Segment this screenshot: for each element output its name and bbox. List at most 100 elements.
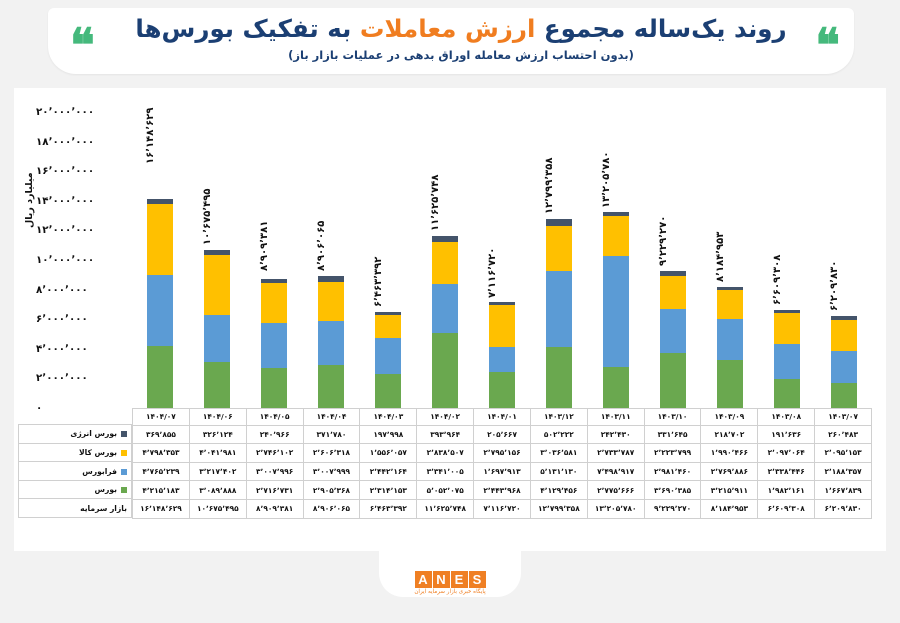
bar-segment[interactable]	[261, 282, 288, 324]
bar-group[interactable]: ۱۳٬۲۰۵٬۷۸۰	[588, 112, 644, 408]
table-cell: ۴٬۰۴۱٬۹۸۱	[188, 443, 247, 463]
stacked-bar[interactable]	[261, 279, 288, 408]
bar-chart-plot: ۶٬۲۰۹٬۸۳۰ ۶٬۶۰۹٬۳۰۸ ۸٬۱۸۴٬۹۵۳ ۹٬۲۲۹٬۲۷۰ ۱۳٬۲…	[132, 108, 872, 408]
legend-row-series: بورس انرژی	[18, 424, 132, 444]
bar-segment[interactable]	[261, 323, 288, 368]
title-suffix: به تفکیک بورس‌ها	[135, 14, 360, 43]
bar-group[interactable]: ۸٬۱۸۴٬۹۵۳	[702, 112, 758, 408]
bar-group[interactable]: ۶٬۶۰۹٬۳۰۸	[759, 112, 815, 408]
data-table: ۱۴۰۳/۰۷ ۱۴۰۳/۰۸ ۱۴۰۳/۰۹ ۱۴۰۳/۱۰ ۱۴۰۳/۱۱ ۱۴۰۳/…	[132, 408, 872, 519]
bar-segment[interactable]	[432, 235, 459, 242]
bar-segment[interactable]	[545, 218, 572, 227]
bar-segment[interactable]	[545, 270, 572, 347]
bar-segment[interactable]	[318, 365, 345, 408]
stacked-bar[interactable]	[489, 302, 515, 408]
bar-group[interactable]: ۸٬۹۰۶٬۰۶۵	[303, 112, 359, 408]
bar-segment[interactable]	[432, 333, 459, 408]
bar-segment[interactable]	[489, 302, 515, 306]
stacked-bar[interactable]	[545, 218, 572, 408]
bar-segment[interactable]	[204, 250, 231, 255]
bar-group[interactable]: ۱۲٬۷۹۹٬۳۵۸	[531, 112, 587, 408]
table-row: ۲٬۱۸۸٬۳۵۷ ۲٬۳۳۸٬۴۴۶ ۲٬۷۶۹٬۸۸۶ ۲٬۹۸۱٬۴۶۰ ۷٬۴۹…	[132, 461, 872, 482]
bar-segment[interactable]	[830, 316, 857, 320]
bar-group[interactable]: ۶٬۴۶۳٬۳۹۲	[360, 112, 416, 408]
bar-segment[interactable]	[659, 271, 686, 277]
bar-segment[interactable]	[830, 350, 857, 384]
bar-group[interactable]: ۷٬۱۱۶٬۷۲۰	[474, 112, 530, 408]
bar-segment[interactable]	[147, 198, 174, 205]
bar-segment[interactable]	[773, 378, 800, 408]
bar-segment[interactable]	[432, 283, 459, 334]
logo-plate	[379, 551, 521, 597]
bar-segment[interactable]	[432, 241, 459, 284]
table-cell: ۱۶٬۱۴۸٬۶۲۹	[132, 498, 190, 519]
bar-segment[interactable]	[489, 346, 515, 372]
stacked-bar[interactable]	[147, 198, 174, 408]
bar-segment[interactable]	[773, 310, 800, 314]
bar-segment[interactable]	[147, 345, 174, 408]
bar-total-label: ۱۶٬۱۴۸٬۶۲۹	[145, 107, 157, 165]
bar-segment[interactable]	[602, 366, 629, 408]
bar-segment[interactable]	[204, 254, 231, 315]
bar-segment[interactable]	[261, 279, 288, 283]
table-cell: ۲٬۷۳۳٬۷۸۷	[586, 443, 645, 463]
stacked-bar[interactable]	[716, 286, 743, 408]
stacked-bar[interactable]	[375, 311, 402, 408]
bar-group[interactable]: ۶٬۲۰۹٬۸۳۰	[816, 112, 872, 408]
bar-segment[interactable]	[147, 204, 174, 276]
bar-segment[interactable]	[489, 371, 515, 408]
bar-segment[interactable]	[602, 211, 629, 216]
bar-segment[interactable]	[773, 344, 800, 379]
table-cell: ۲٬۹۰۵٬۳۶۸	[302, 480, 361, 500]
table-header-month: ۱۴۰۳/۱۲	[529, 408, 588, 426]
bar-segment[interactable]	[716, 289, 743, 320]
bar-segment[interactable]	[318, 320, 345, 366]
y-axis-tick: ۲٬۰۰۰٬۰۰۰	[36, 372, 88, 385]
bar-group[interactable]: ۱۶٬۱۴۸٬۶۲۹	[132, 108, 188, 408]
bar-segment[interactable]	[659, 309, 686, 354]
bar-group[interactable]: ۱۰٬۶۷۵٬۴۹۵	[189, 112, 245, 408]
table-cell: ۱۹۷٬۹۹۸	[359, 424, 418, 445]
bar-segment[interactable]	[375, 373, 402, 408]
stacked-bar[interactable]	[432, 235, 459, 408]
bar-segment[interactable]	[602, 255, 629, 367]
stacked-bar[interactable]	[773, 310, 800, 408]
table-cell: ۳٬۲۱۵٬۹۱۱	[700, 480, 759, 500]
bar-segment[interactable]	[318, 276, 345, 282]
logo-letter: N	[432, 571, 450, 588]
stacked-bar[interactable]	[830, 316, 857, 408]
bar-segment[interactable]	[830, 319, 857, 351]
bar-segment[interactable]	[602, 215, 629, 256]
table-header-month: ۱۴۰۴/۰۳	[359, 408, 418, 426]
bar-segment[interactable]	[261, 367, 288, 408]
stacked-bar[interactable]	[318, 276, 345, 408]
legend-label: فرابورس	[82, 466, 117, 476]
bar-segment[interactable]	[318, 281, 345, 321]
table-header-month: ۱۴۰۳/۰۷	[814, 408, 872, 426]
bar-group[interactable]: ۸٬۹۰۹٬۳۸۱	[246, 112, 302, 408]
stacked-bar[interactable]	[602, 211, 629, 408]
quote-close-icon: ❝	[70, 18, 95, 72]
bar-segment[interactable]	[773, 313, 800, 345]
bar-segment[interactable]	[375, 314, 402, 338]
bar-group[interactable]: ۱۱٬۶۲۵٬۷۴۸	[417, 112, 473, 408]
bar-segment[interactable]	[545, 346, 572, 408]
bar-segment[interactable]	[545, 226, 572, 271]
bar-segment[interactable]	[375, 337, 402, 374]
bar-segment[interactable]	[716, 319, 743, 361]
bar-segment[interactable]	[489, 305, 515, 347]
bar-segment[interactable]	[659, 353, 686, 408]
bar-segment[interactable]	[716, 360, 743, 408]
y-axis-tick: ۲۰٬۰۰۰٬۰۰۰	[36, 106, 95, 118]
bar-segment[interactable]	[659, 276, 686, 310]
bar-segment[interactable]	[830, 383, 857, 408]
bar-segment[interactable]	[716, 286, 743, 290]
stacked-bar[interactable]	[204, 250, 231, 408]
bar-segment[interactable]	[204, 314, 231, 363]
bar-segment[interactable]	[147, 275, 174, 346]
bar-segment[interactable]	[204, 362, 231, 408]
bar-segment[interactable]	[375, 311, 402, 315]
stacked-bar[interactable]	[659, 271, 686, 408]
y-axis-tick: ۱۲٬۰۰۰٬۰۰۰	[36, 224, 95, 237]
bar-group[interactable]: ۹٬۲۲۹٬۲۷۰	[645, 112, 701, 408]
